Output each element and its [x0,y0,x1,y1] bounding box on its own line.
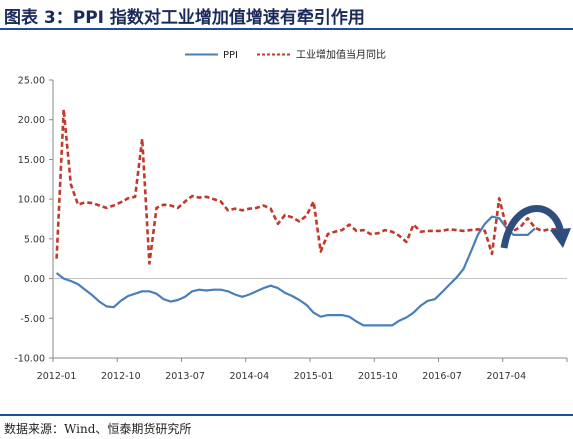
y-tick-label: 25.00 [18,76,45,87]
x-tick-label: 2016-07 [422,371,462,382]
x-tick-label: 2012-01 [37,371,77,382]
ppi-line [55,215,536,327]
y-tick-label: 15.00 [18,155,45,166]
trend-arrow-head [550,228,571,248]
footer-bar: 数据来源：Wind、恒泰期货研究所 [0,414,573,439]
x-tick-label: 2013-07 [165,371,205,382]
x-tick-label: 2015-10 [358,371,398,382]
annotation-group [500,205,571,249]
legend-label-ppi: PPI [223,50,238,61]
y-tick-label: 5.00 [24,234,45,245]
x-tick-label: 2017-04 [486,371,526,382]
line-chart: PPI 工业增加值当月同比 25.00 20.00 15.00 10.00 5.00 0.… [14,48,571,382]
y-tick-label: 20.00 [18,115,45,126]
title-bar: 图表 3：PPI 指数对工业增加值增速有牵引作用 [0,0,573,30]
x-tick-label: 2014-04 [229,371,269,382]
y-tick-label: 0.00 [24,274,45,285]
x-tick-label: 2015-01 [294,371,334,382]
y-tick-label: 10.00 [18,195,45,206]
legend-label-ip: 工业增加值当月同比 [296,48,386,61]
series-group [55,108,564,327]
chart-title: 图表 3：PPI 指数对工业增加值增速有牵引作用 [4,8,365,28]
x-tick-label: 2012-10 [101,371,141,382]
y-tick-label: -10.00 [14,354,45,365]
industrial-output-line [55,108,564,265]
y-tick-label: -5.00 [20,314,45,325]
axes: 25.00 20.00 15.00 10.00 5.00 0.00 -5.00 -10.00 2… [14,76,568,382]
legend: PPI 工业增加值当月同比 [185,48,386,61]
source-note: 数据来源：Wind、恒泰期货研究所 [4,422,192,436]
trend-arrow-body [500,205,565,249]
